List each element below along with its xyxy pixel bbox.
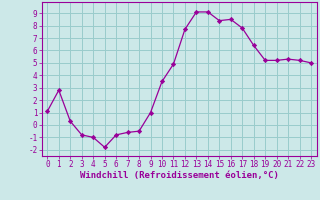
X-axis label: Windchill (Refroidissement éolien,°C): Windchill (Refroidissement éolien,°C)	[80, 171, 279, 180]
